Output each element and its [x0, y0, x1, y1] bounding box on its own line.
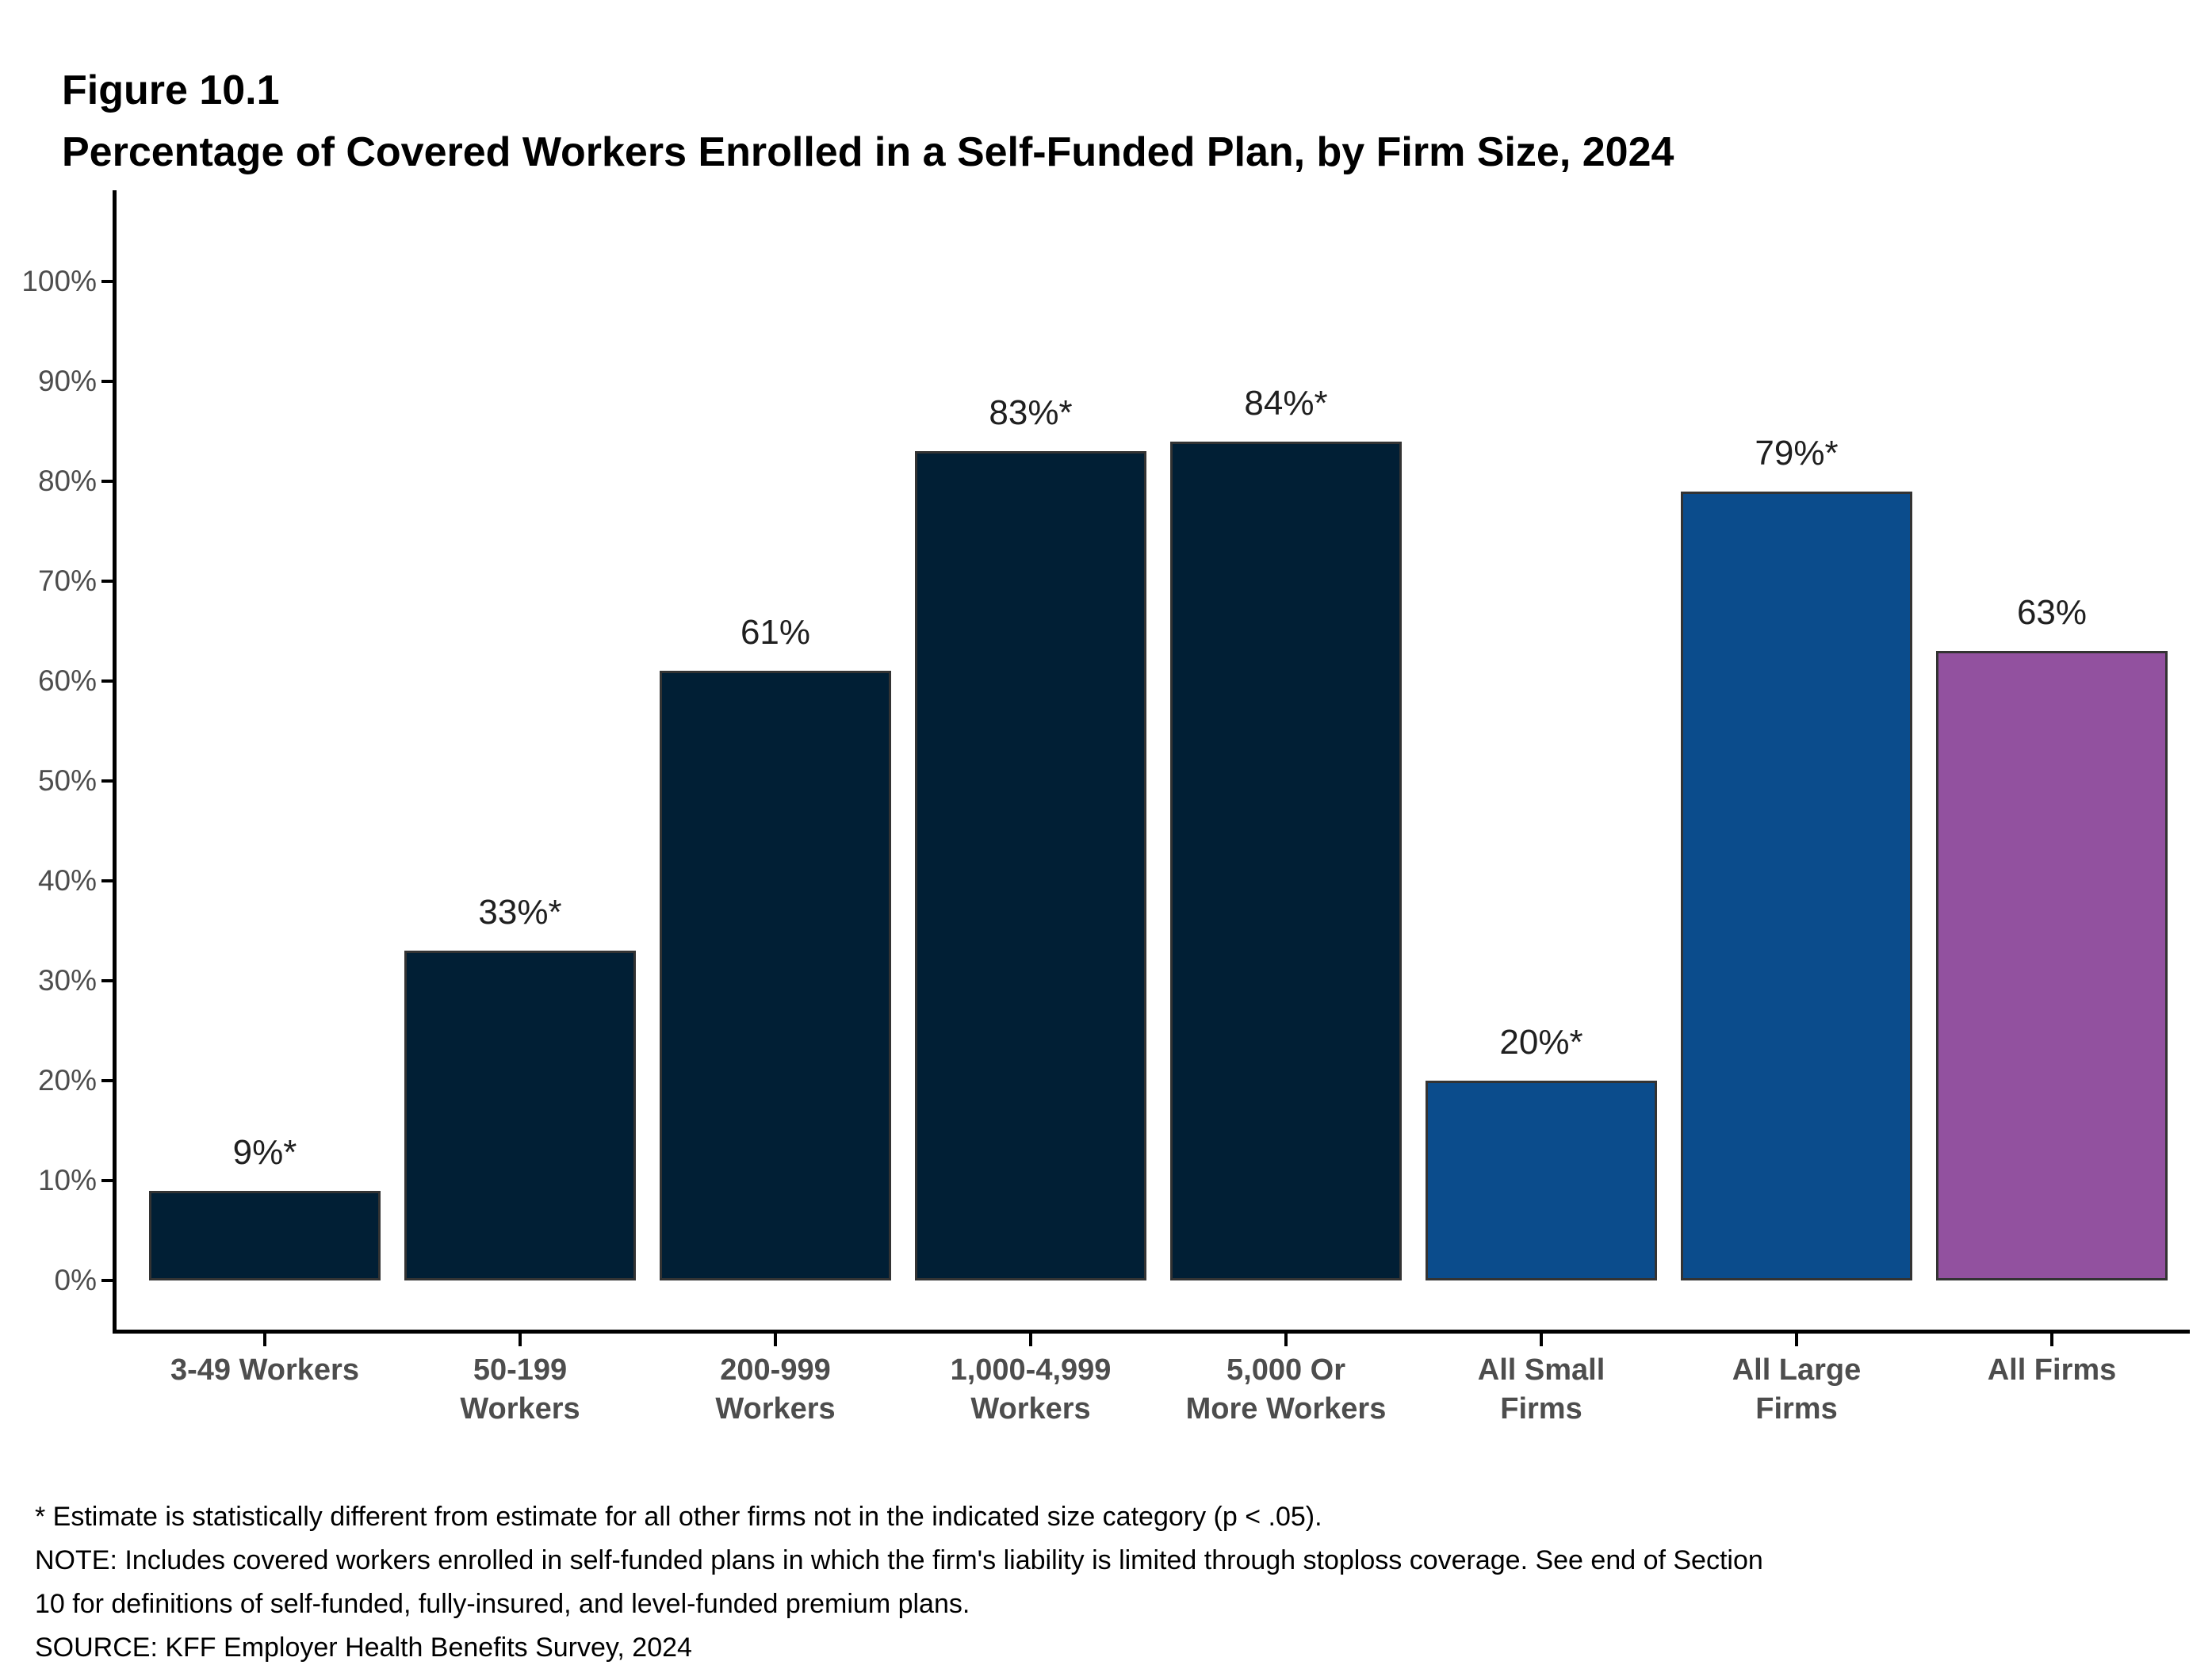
bar-5-000-or-more-workers — [1170, 442, 1402, 1280]
y-tick-mark — [101, 1179, 113, 1182]
x-tick-mark — [1540, 1334, 1543, 1346]
y-tick-label: 90% — [37, 365, 97, 397]
y-tick-label: 60% — [37, 664, 97, 697]
y-tick-mark — [101, 1279, 113, 1282]
bar-all-small-firms — [1426, 1081, 1657, 1280]
y-tick-label: 10% — [37, 1164, 97, 1196]
footnotes: * Estimate is statistically different fr… — [35, 1495, 1763, 1665]
bar-all-large-firms — [1681, 492, 1912, 1280]
x-axis-label-5-000-or-more-workers: 5,000 Or More Workers — [1185, 1353, 1387, 1426]
x-tick-mark — [774, 1334, 777, 1346]
y-tick-label: 70% — [37, 565, 97, 597]
bar-value-label-all-large-firms: 79%* — [1755, 434, 1839, 473]
y-tick-label: 100% — [21, 265, 97, 297]
x-axis-label-50-199-workers: 50-199 Workers — [460, 1353, 580, 1426]
bar-200-999-workers — [660, 671, 891, 1280]
y-tick-label: 30% — [37, 964, 97, 997]
x-axis-label-all-small-firms: All Small Firms — [1477, 1353, 1605, 1426]
bar-value-label-5-000-or-more-workers: 84%* — [1244, 384, 1328, 423]
y-tick-label: 40% — [37, 864, 97, 897]
figure-title: Percentage of Covered Workers Enrolled i… — [62, 129, 1674, 175]
x-tick-mark — [2050, 1334, 2053, 1346]
x-axis-label-all-firms: All Firms — [1987, 1353, 2117, 1387]
bar-value-label-all-firms: 63% — [2016, 593, 2088, 632]
bar-3-49-workers — [149, 1191, 381, 1280]
y-tick-mark — [101, 1079, 113, 1082]
x-tick-mark — [1029, 1334, 1032, 1346]
bar-value-label-1-000-4-999-workers: 83%* — [989, 393, 1073, 432]
figure-label: Figure 10.1 — [62, 67, 280, 113]
y-tick-label: 80% — [37, 465, 97, 497]
y-tick-mark — [101, 580, 113, 583]
x-tick-mark — [263, 1334, 266, 1346]
footnote-source: SOURCE: KFF Employer Health Benefits Sur… — [35, 1632, 692, 1663]
y-tick-label: 0% — [54, 1264, 97, 1296]
y-tick-label: 50% — [37, 764, 97, 797]
x-axis-label-200-999-workers: 200-999 Workers — [715, 1353, 836, 1426]
y-tick-label: 20% — [37, 1064, 97, 1097]
x-axis-label-1-000-4-999-workers: 1,000-4,999 Workers — [950, 1353, 1112, 1426]
y-tick-mark — [101, 380, 113, 383]
bar-value-label-all-small-firms: 20%* — [1499, 1023, 1583, 1062]
bar-all-firms — [1936, 651, 2168, 1280]
bar-1-000-4-999-workers — [915, 451, 1146, 1280]
x-axis-label-all-large-firms: All Large Firms — [1732, 1353, 1862, 1426]
footnote-note-2: 10 for definitions of self-funded, fully… — [35, 1589, 970, 1619]
bar-value-label-3-49-workers: 9%* — [232, 1133, 297, 1172]
y-tick-mark — [101, 280, 113, 283]
x-axis-label-3-49-workers: 3-49 Workers — [170, 1353, 359, 1387]
footnote-asterisk: * Estimate is statistically different fr… — [35, 1502, 1322, 1532]
bar-50-199-workers — [404, 951, 636, 1280]
x-tick-mark — [1284, 1334, 1288, 1346]
y-tick-mark — [101, 480, 113, 483]
footnote-note-1: NOTE: Includes covered workers enrolled … — [35, 1545, 1763, 1575]
x-tick-mark — [1795, 1334, 1798, 1346]
x-axis-line — [113, 1330, 2190, 1334]
x-tick-mark — [519, 1334, 522, 1346]
y-axis-line — [113, 190, 117, 1334]
y-tick-mark — [101, 779, 113, 783]
y-tick-mark — [101, 679, 113, 683]
bar-value-label-50-199-workers: 33%* — [478, 893, 562, 932]
y-tick-mark — [101, 879, 113, 882]
y-tick-mark — [101, 979, 113, 982]
bar-value-label-200-999-workers: 61% — [740, 613, 811, 652]
